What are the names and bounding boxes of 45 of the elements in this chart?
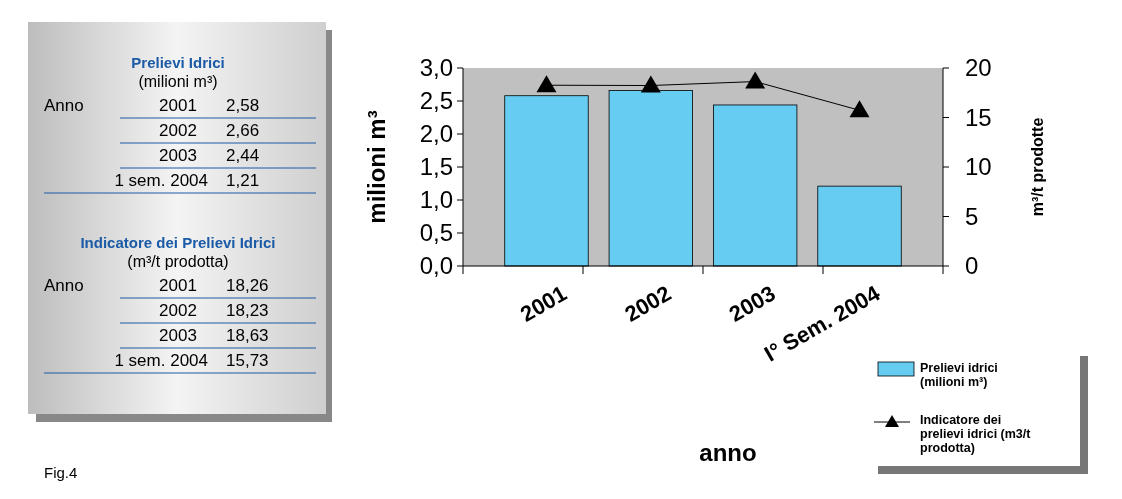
text: 2003: [159, 326, 197, 345]
y2-tick-label: 15: [965, 103, 992, 131]
x-axis-title: anno: [699, 439, 757, 466]
text: 2,58: [226, 96, 260, 115]
text: 1 sem. 2004: [114, 171, 208, 190]
y-tick-label: 2,5: [419, 87, 453, 114]
text: 1 sem. 2004: [114, 351, 208, 370]
y-tick-label: 3,0: [419, 54, 453, 81]
text: 18,26: [226, 276, 269, 295]
y-tick-label: 0,0: [419, 252, 453, 279]
y2-tick-label: 5: [965, 202, 979, 230]
point: [849, 100, 870, 118]
x-tick-label: 2003: [724, 280, 780, 327]
y-tick-label: 2,0: [419, 120, 453, 147]
text: 2002: [159, 121, 197, 140]
x-tick-label: 2001: [516, 280, 571, 327]
point: [536, 75, 557, 93]
text: 1,21: [226, 171, 260, 190]
x-tick-label: 2002: [620, 280, 676, 327]
text: 2,44: [226, 146, 260, 165]
text: 2001: [159, 96, 197, 115]
y-tick-label: 0,5: [419, 219, 453, 246]
text: Anno: [44, 276, 84, 295]
legend-label: Prelievi idrici (milioni m³): [920, 361, 998, 389]
point: [640, 75, 661, 93]
legend-label: Indicatore dei prelievi idrici (m3/t prodotta): [920, 413, 1032, 455]
y-tick-label: 1,5: [419, 153, 453, 180]
y-tick-label: 1,0: [419, 186, 453, 213]
y2-tick-label: 10: [965, 153, 992, 180]
y-axis-title: milioni m³: [363, 110, 390, 224]
text: Anno: [44, 96, 84, 115]
text: 18,23: [226, 301, 269, 320]
caption: Fig.4: [44, 464, 78, 481]
text: (m³/t prodotta): [127, 253, 229, 270]
text: Prelievi Idrici: [131, 54, 225, 71]
y2-tick-label: 20: [965, 54, 992, 81]
y2-axis-title: m³/t prodotte: [1029, 117, 1046, 217]
point: [745, 71, 766, 89]
y2-tick-label: 0: [965, 252, 979, 279]
text: 2,66: [226, 121, 260, 140]
text: 2003: [159, 146, 197, 165]
text: Indicatore dei Prelievi Idrici: [80, 234, 276, 251]
text: (milioni m³): [138, 73, 218, 90]
text: 18,63: [226, 326, 269, 345]
text: 15,73: [226, 351, 269, 370]
